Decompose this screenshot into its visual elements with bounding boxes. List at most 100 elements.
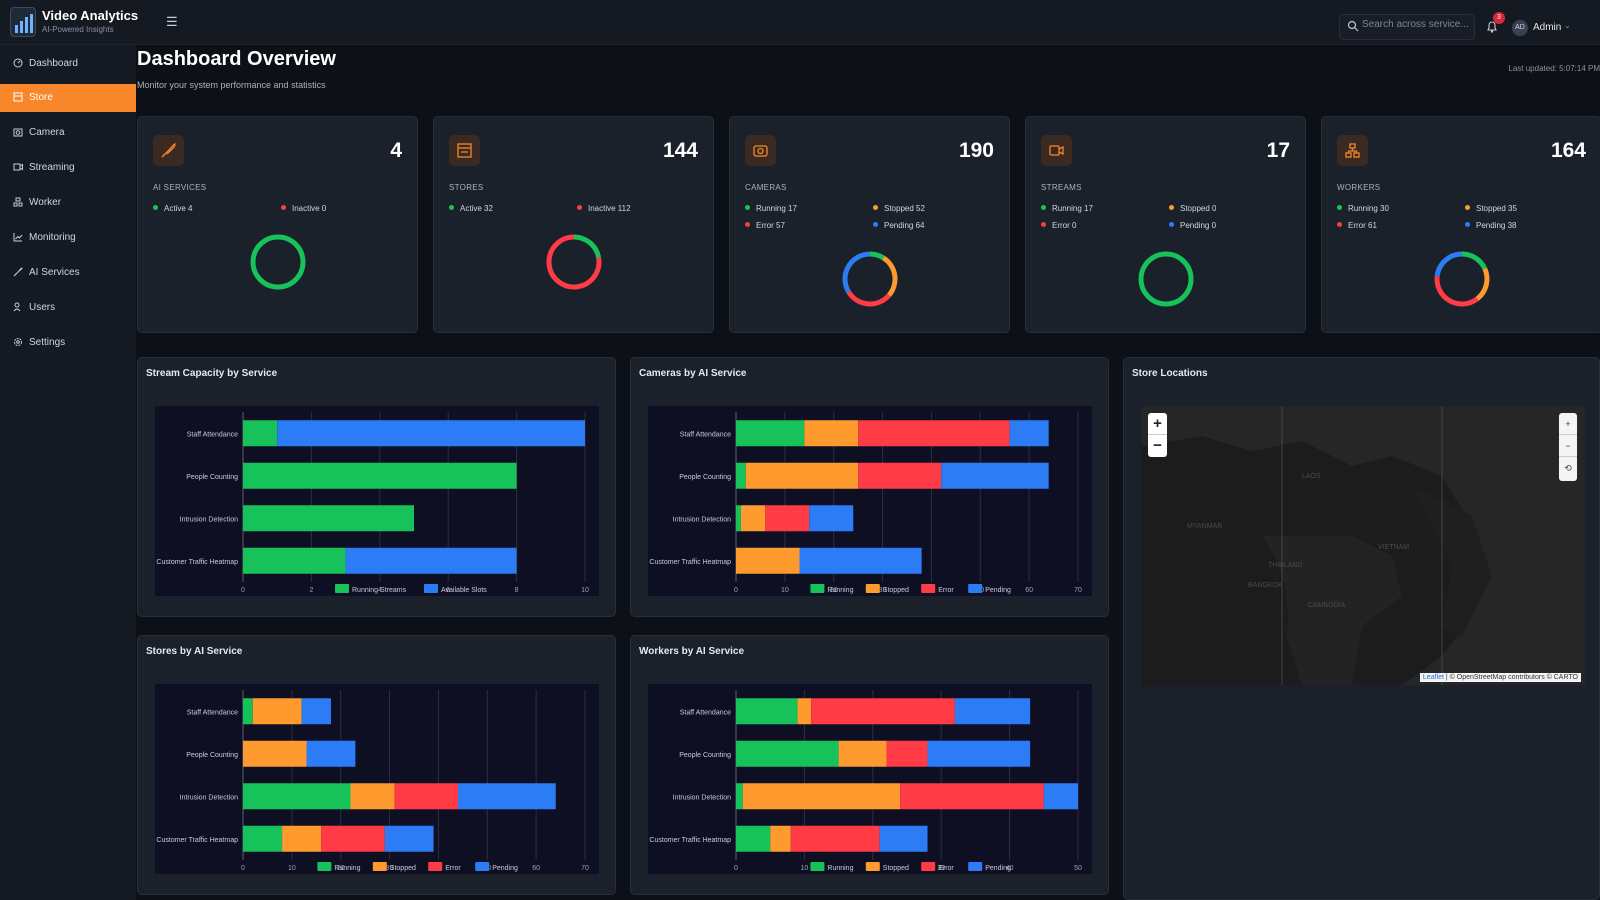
bar-running (243, 698, 253, 725)
bar-pending (954, 698, 1031, 725)
bar-pending (1009, 420, 1049, 447)
sidebar-item-label: Store (29, 92, 53, 103)
sidebar-item-dashboard[interactable]: Dashboard (0, 50, 136, 78)
map-label: BANGKOK (1248, 582, 1283, 589)
last-updated: Last updated: 5:07:14 PM (1508, 64, 1600, 73)
zoom-in-button[interactable]: + (1148, 413, 1167, 435)
map-zoom-in-icon[interactable]: + (1559, 413, 1577, 435)
sidebar-item-streaming[interactable]: Streaming (0, 154, 136, 182)
card-stat: Running 30 (1337, 204, 1389, 213)
card-stat-text: Stopped 35 (1476, 204, 1517, 213)
legend-label: Stopped (883, 865, 909, 872)
status-donut-chart (842, 251, 898, 307)
store-icon (13, 92, 23, 102)
card-stat-text: Active 4 (164, 204, 193, 213)
donut-segment-running (869, 251, 885, 261)
map-zoom-out-icon[interactable]: − (1559, 435, 1577, 457)
chart-title: Stores by AI Service (146, 646, 243, 657)
zoom-out-button[interactable]: − (1153, 437, 1162, 454)
map-reset-icon[interactable]: ⟲ (1564, 463, 1572, 473)
card-icon (1041, 135, 1072, 166)
bar-error (900, 783, 1044, 810)
sidebar-item-settings[interactable]: Settings (0, 329, 136, 357)
leaflet-link[interactable]: Leaflet (1422, 674, 1444, 681)
app-logo[interactable] (10, 7, 36, 37)
worker-icon (13, 197, 23, 207)
bar-running (736, 825, 771, 852)
stat-card-ai-services[interactable]: 4 AI SERVICES Active 4 Inactive 0 (137, 116, 418, 333)
card-stat: Stopped 0 (1169, 204, 1216, 213)
x-tick-label: 10 (581, 587, 589, 594)
card-stat: Running 17 (745, 204, 797, 213)
status-dot (873, 222, 878, 227)
donut-segment-pending (1434, 251, 1463, 277)
card-stat: Active 32 (449, 204, 493, 213)
bell-icon[interactable] (1486, 20, 1498, 33)
rocket-icon (161, 143, 176, 158)
bar-running (736, 505, 741, 532)
y-tick-label: Staff Attendance (680, 431, 731, 438)
card-icon (153, 135, 184, 166)
sidebar-item-worker[interactable]: Worker (0, 189, 136, 217)
legend-swatch (475, 862, 490, 871)
map-panel: Store Locations MYANMAR LAOS THAILAND BA… (1123, 357, 1600, 900)
bar-error (886, 740, 928, 767)
status-dot (745, 222, 750, 227)
sidebar-item-users[interactable]: Users (0, 294, 136, 322)
stat-card-streams[interactable]: 17 STREAMS Running 17 Stopped 0 Error 0 Pendi… (1025, 116, 1306, 333)
search-box[interactable] (1339, 14, 1475, 40)
menu-toggle-icon[interactable]: ☰ (166, 14, 178, 29)
status-dot (1169, 205, 1174, 210)
chevron-down-icon[interactable]: ⌄ (1564, 21, 1571, 30)
map-attribution: Leaflet | © OpenStreetMap contributors ©… (1419, 673, 1581, 682)
card-stat-text: Running 17 (756, 204, 797, 213)
user-name[interactable]: Admin (1533, 22, 1562, 33)
status-donut-chart (546, 234, 602, 290)
map-label: CAMBODIA (1308, 602, 1346, 609)
legend-label: Running (827, 865, 853, 872)
search-input[interactable] (1362, 19, 1472, 30)
stat-card-stores[interactable]: 144 STORES Active 32 Inactive 112 (433, 116, 714, 333)
legend-label: Running (334, 865, 360, 872)
y-tick-label: People Counting (186, 752, 238, 759)
page-title: Dashboard Overview (137, 48, 336, 70)
bar-pending (879, 825, 928, 852)
status-dot (1465, 222, 1470, 227)
card-stat-text: Inactive 112 (588, 204, 631, 213)
map-title: Store Locations (1132, 368, 1208, 379)
sidebar-item-monitoring[interactable]: Monitoring (0, 224, 136, 252)
sidebar-item-label: Settings (29, 337, 66, 348)
legend-swatch (968, 584, 983, 593)
status-dot (577, 205, 582, 210)
stat-card-workers[interactable]: 164 WORKERS Running 30 Stopped 35 Error 61 Pe… (1321, 116, 1600, 333)
status-dot (1041, 205, 1046, 210)
bar-pending (927, 740, 1031, 767)
stat-card-cameras[interactable]: 190 CAMERAS Running 17 Stopped 52 Error 57 Pe… (729, 116, 1010, 333)
attribution-text: | © OpenStreetMap contributors © CARTO (1445, 674, 1578, 681)
sidebar-item-ai-services[interactable]: AI Services (0, 259, 136, 287)
sidebar-item-store[interactable]: Store (0, 84, 136, 112)
legend-swatch (428, 862, 443, 871)
x-tick-label: 20 (830, 587, 838, 594)
donut-segment-stopped (881, 255, 898, 297)
legend-swatch (968, 862, 983, 871)
bar-running-streams (243, 462, 517, 489)
status-dot (873, 205, 878, 210)
x-tick-label: 10 (288, 865, 296, 872)
x-tick-label: 60 (532, 865, 540, 872)
bar-running (736, 698, 798, 725)
legend-swatch (810, 584, 825, 593)
y-tick-label: People Counting (186, 474, 238, 481)
legend-label: Pending (985, 587, 1011, 594)
avatar[interactable]: AD (1512, 20, 1528, 36)
bar-stopped (736, 547, 800, 574)
y-tick-label: Customer Traffic Heatmap (156, 837, 238, 844)
store-locations-map[interactable]: MYANMAR LAOS THAILAND BANGKOK CAMBODIA V… (1142, 406, 1585, 685)
bar-stopped (350, 783, 395, 810)
bar-running (736, 420, 805, 447)
x-tick-label: 0 (734, 587, 738, 594)
sidebar-item-camera[interactable]: Camera (0, 119, 136, 147)
